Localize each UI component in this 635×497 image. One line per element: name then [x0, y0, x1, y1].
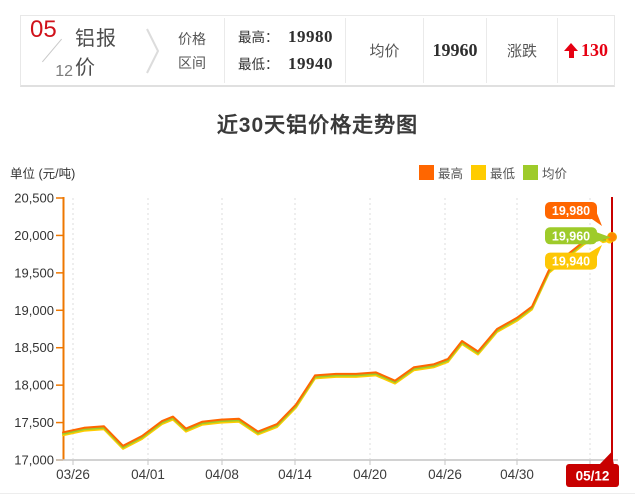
x-axis-label: 04/26: [428, 467, 462, 482]
legend-label-high: 最高: [438, 167, 464, 181]
end-value-label-0: 19,980: [552, 204, 590, 218]
current-date-label: 05/12: [576, 469, 610, 484]
legend-swatch-low: [471, 165, 487, 180]
series-line-low: [62, 236, 613, 450]
end-value-label-2: 19,940: [552, 255, 590, 269]
y-axis-label: 17,000: [14, 453, 54, 468]
series-line-high: [62, 233, 613, 447]
divider: [345, 18, 346, 83]
high-label: 最高：: [238, 29, 279, 45]
x-axis-label: 04/14: [278, 467, 312, 482]
high-value: 19980: [288, 26, 333, 46]
legend-label-low: 最低: [490, 167, 516, 181]
high-low-block: 最高： 19980 最低： 19940: [225, 24, 345, 78]
change-value-block: 130: [558, 40, 614, 61]
y-axis-label: 18,500: [14, 340, 54, 355]
change-label: 涨跌: [506, 43, 537, 60]
y-axis-label: 18,000: [14, 378, 54, 393]
bottom-divider: [0, 493, 635, 494]
average-label: 均价: [369, 43, 400, 60]
product-name: 铝报价: [75, 27, 117, 79]
low-label: 最低：: [238, 56, 279, 72]
legend-swatch-high: [419, 165, 434, 180]
x-axis-label: 04/01: [131, 467, 165, 482]
average-value: 19960: [432, 40, 478, 60]
high-row: 最高： 19980: [238, 24, 345, 51]
quote-date-day: 12: [55, 62, 73, 80]
x-axis-label: 03/26: [56, 467, 90, 482]
end-value-label-1: 19,960: [552, 229, 590, 243]
x-axis-label: 04/30: [500, 467, 534, 482]
divider: [486, 18, 487, 83]
current-date-badge: [566, 464, 619, 487]
y-axis-label: 20,500: [14, 191, 54, 206]
up-arrow-icon: [564, 43, 578, 58]
price-range-label: 价格 区间: [169, 27, 224, 75]
x-axis-label: 04/20: [353, 467, 387, 482]
quote-date: 05 12: [21, 16, 75, 80]
price-range-label-line1: 价格: [178, 30, 206, 47]
unit-label: 单位 (元/吨): [10, 167, 76, 181]
divider: [423, 18, 424, 83]
y-axis-label: 19,500: [14, 265, 54, 280]
chart-title: 近30天铝价格走势图: [216, 114, 419, 137]
current-date-pointer: [599, 452, 614, 465]
divider: [224, 18, 225, 83]
legend-swatch-avg: [523, 165, 539, 180]
legend-label-avg: 均价: [542, 167, 568, 181]
y-axis-label: 19,000: [14, 303, 54, 318]
y-axis-label: 17,500: [14, 415, 54, 430]
series-line-avg: [62, 235, 613, 449]
chevron-right-icon: [137, 25, 169, 77]
end-value-badge-2: [545, 252, 597, 270]
low-value: 19940: [288, 53, 333, 73]
x-axis-label: 04/08: [205, 467, 239, 482]
chart-legend: 最高 最低 均价: [419, 163, 575, 182]
change-value: 130: [581, 40, 608, 60]
quote-date-month: 05: [30, 15, 57, 43]
end-value-badge-0: [545, 202, 597, 219]
price-range-label-line2: 区间: [178, 54, 206, 71]
divider: [557, 18, 558, 83]
badge-pointer-avg: [596, 232, 611, 242]
quote-header: 05 12 铝报价 价格 区间 最高： 19980 最低： 19940 均价 1…: [20, 15, 615, 87]
end-value-badge-1: [545, 227, 597, 245]
y-axis-label: 20,000: [14, 228, 54, 243]
low-row: 最低： 19940: [238, 51, 345, 78]
